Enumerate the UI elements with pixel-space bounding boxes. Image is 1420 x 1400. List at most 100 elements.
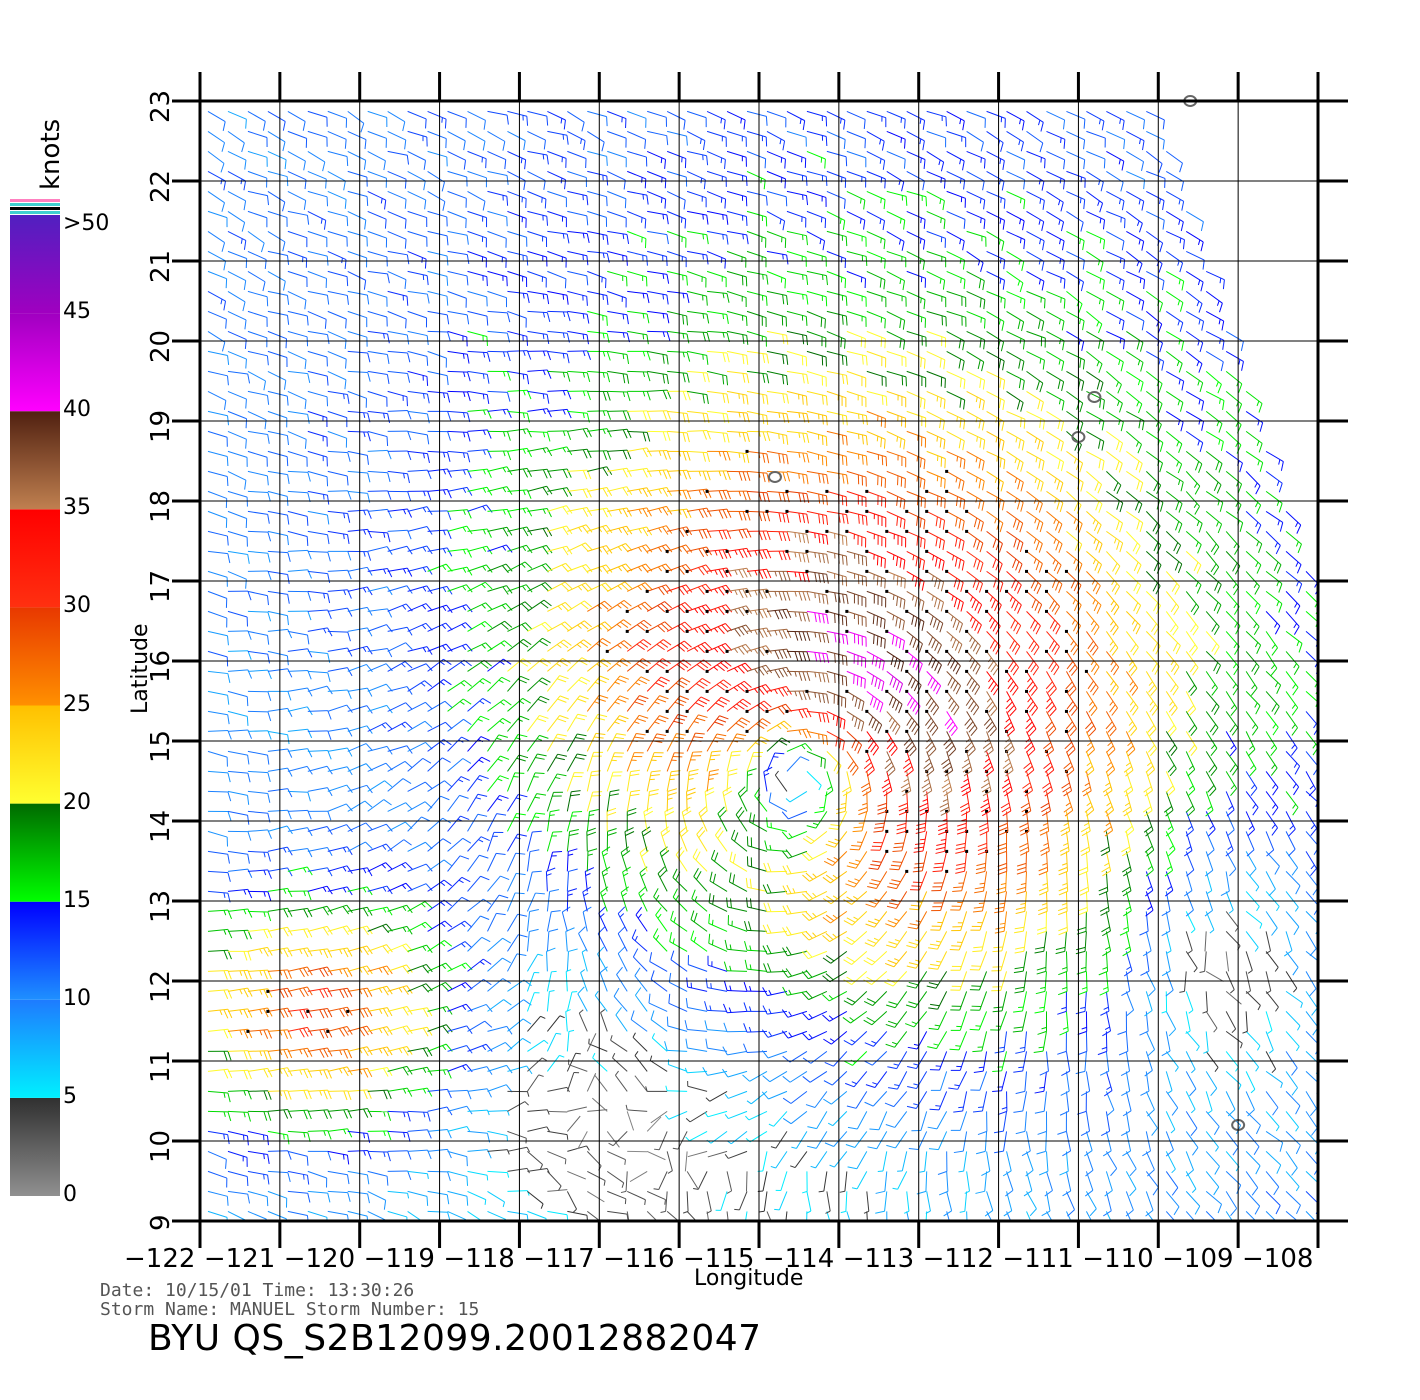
wind-barb <box>248 371 266 390</box>
wind-barb <box>268 211 287 227</box>
wind-barb <box>865 1091 887 1106</box>
wind-barb <box>747 211 767 226</box>
wind-barb <box>607 676 629 691</box>
wind-barb <box>827 111 845 129</box>
wind-barb <box>927 211 945 229</box>
colorbar-label: 35 <box>63 495 91 520</box>
wind-barb <box>1007 491 1024 511</box>
wind-barb <box>1146 391 1162 412</box>
wind-barb <box>1058 951 1067 974</box>
wind-barb <box>1086 231 1104 249</box>
wind-barb <box>527 850 539 872</box>
wind-barb <box>527 696 549 711</box>
wind-barb <box>527 331 548 343</box>
wind-barb <box>308 251 328 265</box>
wind-barb <box>667 271 687 285</box>
wind-barb <box>487 1191 504 1207</box>
x-tick-label: −120 <box>284 1244 355 1274</box>
colorbar-band <box>10 607 60 705</box>
wind-barb <box>993 991 1007 1011</box>
wind-barb <box>208 1051 231 1060</box>
wind-barb <box>1126 211 1142 232</box>
wind-barb <box>1226 671 1238 695</box>
wind-barb <box>368 431 388 446</box>
wind-barb <box>1286 611 1299 634</box>
wind-barb <box>687 291 707 305</box>
wind-barb <box>727 699 751 711</box>
wind-barb <box>1186 1111 1197 1135</box>
wind-barb <box>448 411 470 422</box>
wind-barb <box>1126 551 1141 573</box>
wind-barb <box>408 623 433 631</box>
wind-barb <box>408 604 433 612</box>
wind-barb <box>767 271 786 288</box>
wind-barb <box>1166 651 1179 674</box>
wind-barb <box>487 391 510 401</box>
wind-barb <box>666 1086 687 1092</box>
wind-barb <box>861 771 871 795</box>
wind-barb <box>852 1171 867 1188</box>
wind-barb <box>547 929 558 951</box>
wind-barb <box>448 680 472 691</box>
wind-barb <box>847 491 866 507</box>
wind-barb <box>368 781 392 792</box>
wind-barb <box>567 271 587 285</box>
wind-barb <box>1066 511 1082 532</box>
y-tick-label: 18 <box>146 490 176 523</box>
wind-barb <box>288 967 312 977</box>
wind-barb <box>208 611 227 627</box>
wind-barb <box>268 311 289 324</box>
wind-barb <box>1266 951 1278 971</box>
colorbar-label: 40 <box>63 397 91 422</box>
wind-barb <box>1007 271 1023 292</box>
wind-barb <box>947 371 965 389</box>
wind-barb <box>1086 691 1097 715</box>
wind-barb <box>1086 1191 1096 1215</box>
wind-barb <box>847 111 865 129</box>
wind-barb <box>627 1191 645 1205</box>
wind-barb <box>1034 1031 1047 1052</box>
wind-barb <box>767 171 786 188</box>
x-tick-label: −122 <box>124 1244 195 1274</box>
wind-barb <box>228 1151 247 1166</box>
wind-barb <box>1226 471 1241 493</box>
wind-barb <box>897 1151 907 1171</box>
wind-barb <box>707 211 728 224</box>
wind-barb <box>1027 371 1043 392</box>
wind-barb <box>1086 151 1105 168</box>
wind-barb <box>487 814 506 832</box>
wind-barb <box>328 491 351 500</box>
wind-barb <box>867 871 887 888</box>
wind-barb <box>725 940 747 951</box>
wind-barb <box>388 111 405 131</box>
wind-barb <box>248 591 269 605</box>
wind-barb <box>348 271 366 289</box>
wind-barb <box>887 151 905 168</box>
wind-barb <box>787 391 807 405</box>
wind-barb <box>747 836 767 851</box>
wind-barb <box>639 887 647 912</box>
wind-barb <box>647 1191 665 1204</box>
wind-barb <box>843 1011 867 1023</box>
wind-barb <box>567 251 588 265</box>
wind-barb <box>567 773 583 792</box>
wind-barb <box>428 1171 451 1180</box>
wind-barb <box>592 1098 607 1111</box>
wind-barb <box>1027 471 1044 491</box>
wind-barb <box>646 716 669 733</box>
wind-barb <box>827 171 846 187</box>
wind-barb <box>1007 131 1024 151</box>
wind-barb <box>1266 571 1282 592</box>
wind-barb <box>1246 1211 1260 1234</box>
wind-barb <box>408 945 433 953</box>
wind-barb <box>1226 1151 1239 1171</box>
wind-barb <box>208 451 228 466</box>
wind-barb <box>547 1151 565 1164</box>
wind-barb <box>348 451 369 464</box>
wind-barb <box>807 511 828 525</box>
wind-barb <box>665 808 674 832</box>
wind-barb <box>987 231 1004 250</box>
wind-barb <box>1246 571 1259 594</box>
wind-barb <box>905 1011 927 1027</box>
wind-barb <box>328 131 346 148</box>
